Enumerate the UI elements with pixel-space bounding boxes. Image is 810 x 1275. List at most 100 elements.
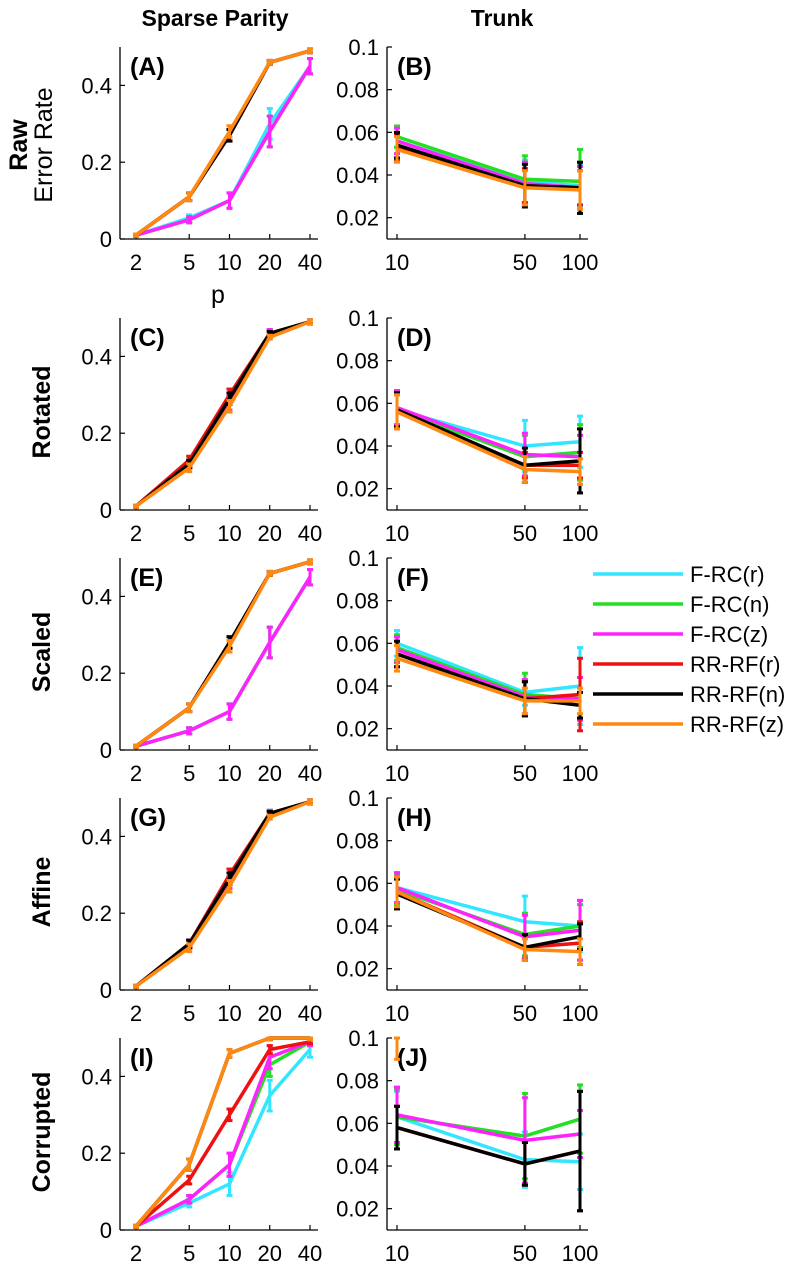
series-rr-rf-z-c xyxy=(133,318,313,509)
panel-c: 0 0.2 0.4 2 5 10 20 40 (C) xyxy=(81,318,322,546)
series-line xyxy=(134,800,311,988)
row-label-rotated: Rotated xyxy=(28,365,56,458)
series-line xyxy=(396,410,581,474)
y-tick-label: 0.06 xyxy=(336,391,379,416)
series-f-rc-r-h xyxy=(394,871,583,954)
series-line xyxy=(134,320,311,508)
y-tick-label: 0.04 xyxy=(336,1154,379,1179)
x-tick-label: 40 xyxy=(298,521,322,546)
x-tick-label: 10 xyxy=(217,250,241,275)
series-line xyxy=(134,49,311,237)
x-tick-label: 2 xyxy=(130,761,142,786)
column-title-trunk: Trunk xyxy=(471,5,534,31)
y-tick-label: 0.04 xyxy=(336,434,379,459)
x-tick-label: 40 xyxy=(298,250,322,275)
y-tick-label: 0 xyxy=(100,978,112,1003)
series-rr-rf-z-f xyxy=(394,643,583,716)
series-line xyxy=(135,1048,312,1228)
row-label-affine: Affine xyxy=(28,856,56,927)
panel-g: 0 0.2 0.4 2 5 10 20 40 (G) xyxy=(81,798,322,1026)
x-tick-label: 20 xyxy=(257,761,281,786)
y-tick-label: 0.04 xyxy=(336,163,379,188)
panel-letter-e: (E) xyxy=(130,564,163,592)
x-tick-label: 50 xyxy=(513,1001,537,1026)
series-rr-rf-n-j xyxy=(394,1089,583,1213)
y-tick-label: 0.06 xyxy=(336,120,379,145)
series-line xyxy=(396,1113,581,1143)
legend-label-f-rc-r: F-RC(r) xyxy=(690,562,765,587)
x-tick-label: 10 xyxy=(385,1241,409,1266)
legend-label-rr-rf-z: RR-RF(z) xyxy=(690,712,784,737)
series-rr-rf-z-b xyxy=(394,135,583,211)
y-tick-label: 0.1 xyxy=(348,35,379,60)
y-tick-label: 0.02 xyxy=(336,957,379,982)
y-tick-label: 0.04 xyxy=(336,914,379,939)
panel-letter-h: (H) xyxy=(397,804,432,832)
y-tick-label: 0.02 xyxy=(336,206,379,231)
series-rr-rf-z-a xyxy=(133,47,313,238)
x-tick-label: 5 xyxy=(183,250,195,275)
x-tick-label: 50 xyxy=(513,1241,537,1266)
y-tick-label: 0.06 xyxy=(336,871,379,896)
series-f-rc-r-f xyxy=(394,629,583,726)
series-rr-rf-z-h xyxy=(394,875,583,966)
x-tick-label: 5 xyxy=(183,761,195,786)
legend-label-rr-rf-r: RR-RF(r) xyxy=(690,652,780,677)
panel-f: 0.02 0.04 0.06 0.08 0.1 10 50 100 (F) xyxy=(336,546,598,786)
panel-h: 0.02 0.04 0.06 0.08 0.1 10 50 100 (H) xyxy=(336,786,598,1026)
x-tick-label: 10 xyxy=(385,521,409,546)
y-tick-label: 0.4 xyxy=(81,73,112,98)
y-tick-label: 0.2 xyxy=(81,1141,112,1166)
x-tick-label: 2 xyxy=(130,250,142,275)
series-line xyxy=(396,147,581,192)
panel-letter-c: (C) xyxy=(130,324,165,352)
x-tick-label: 40 xyxy=(298,1001,322,1026)
y-tick-label: 0 xyxy=(100,498,112,523)
panel-letter-g: (G) xyxy=(130,804,166,832)
x-tick-label: 5 xyxy=(183,1241,195,1266)
y-tick-label: 0.04 xyxy=(336,674,379,699)
series-line xyxy=(135,576,312,748)
x-tick-label: 40 xyxy=(298,761,322,786)
panel-letter-i: (I) xyxy=(130,1044,154,1072)
sparse-xlabel: p xyxy=(211,281,225,309)
x-tick-label: 5 xyxy=(183,521,195,546)
row-label-raw: Raw xyxy=(5,119,33,171)
series-rr-rf-z-g xyxy=(133,798,313,989)
legend-label-f-rc-z: F-RC(z) xyxy=(690,622,768,647)
x-tick-label: 10 xyxy=(385,250,409,275)
y-tick-label: 0.1 xyxy=(348,786,379,811)
y-tick-label: 0 xyxy=(100,738,112,763)
panel-b: 0.02 0.04 0.06 0.08 0.1 10 50 100 (B) xyxy=(336,35,598,275)
y-tick-label: 0.1 xyxy=(348,1026,379,1051)
panel-letter-j: (J) xyxy=(397,1044,428,1072)
y-tick-label: 0.02 xyxy=(336,1197,379,1222)
x-tick-label: 2 xyxy=(130,1241,142,1266)
y-tick-label: 0.08 xyxy=(336,349,379,374)
x-tick-label: 100 xyxy=(562,761,599,786)
series-rr-rf-z-i xyxy=(133,1036,313,1229)
y-tick-label: 0.1 xyxy=(348,306,379,331)
series-rr-rf-z-j xyxy=(394,1036,400,1061)
x-tick-label: 100 xyxy=(562,521,599,546)
x-tick-label: 100 xyxy=(562,1241,599,1266)
x-tick-label: 40 xyxy=(298,1241,322,1266)
y-tick-label: 0.2 xyxy=(81,150,112,175)
legend-label-f-rc-n: F-RC(n) xyxy=(690,592,769,617)
y-tick-label: 0.08 xyxy=(336,78,379,103)
series-rr-rf-z-e xyxy=(133,558,313,749)
x-tick-label: 10 xyxy=(385,1001,409,1026)
legend: F-RC(r) F-RC(n) F-RC(z) RR-RF(r) RR-RF(n… xyxy=(593,562,785,737)
x-tick-label: 10 xyxy=(217,521,241,546)
panel-a: 0 0.2 0.4 2 5 10 20 40 (A) xyxy=(81,47,322,275)
x-tick-label: 10 xyxy=(217,761,241,786)
series-line xyxy=(134,560,311,748)
y-tick-label: 0.08 xyxy=(336,1069,379,1094)
y-tick-label: 0.4 xyxy=(81,584,112,609)
x-tick-label: 10 xyxy=(385,761,409,786)
raw-ylabel: Error Rate xyxy=(30,87,58,202)
y-tick-label: 0.2 xyxy=(81,901,112,926)
y-tick-label: 0.06 xyxy=(336,631,379,656)
x-tick-label: 10 xyxy=(217,1241,241,1266)
